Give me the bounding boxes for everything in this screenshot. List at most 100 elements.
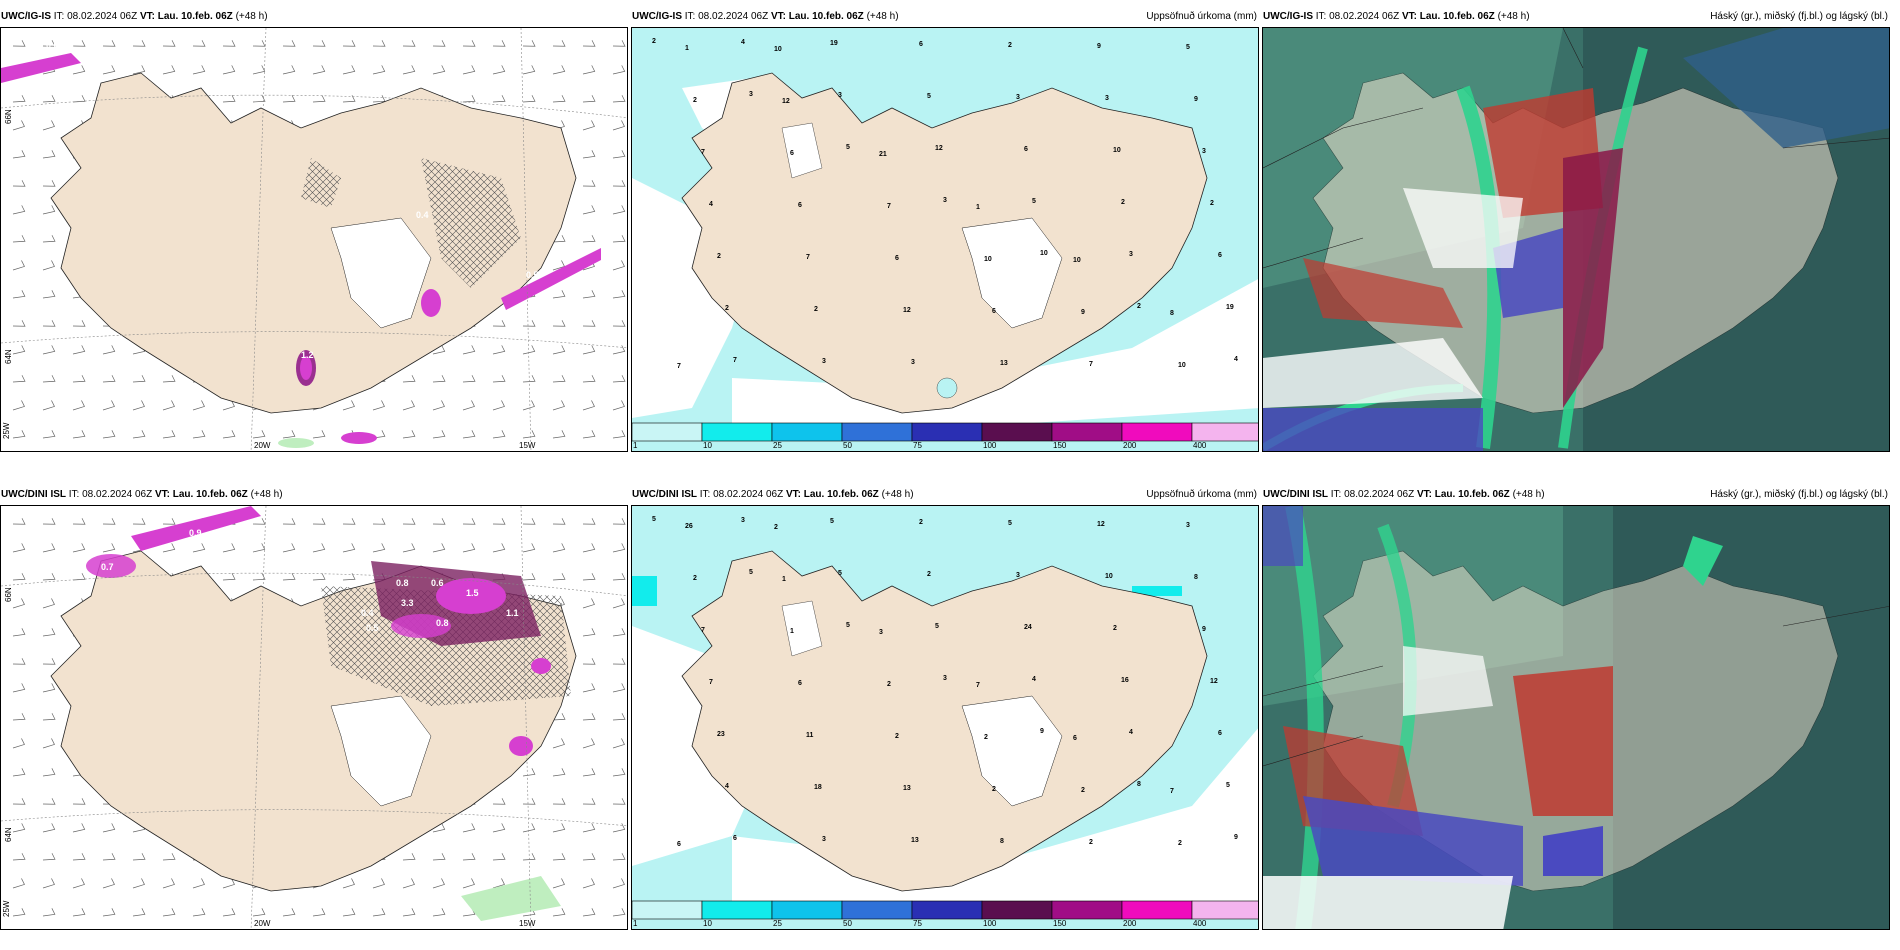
- map-cloud[interactable]: [1262, 505, 1890, 930]
- legend-swatch: [981, 422, 1053, 442]
- precip-amount-label: 6: [790, 150, 794, 157]
- wind-barb: [612, 823, 626, 833]
- wind-barb: [12, 713, 26, 721]
- wind-barb: [612, 65, 626, 75]
- wind-barb: [582, 628, 596, 637]
- wind-barb: [462, 345, 476, 355]
- wind-barb: [582, 375, 596, 383]
- precip-amount-label: 6: [733, 835, 737, 842]
- wind-barb: [42, 260, 55, 271]
- wind-barb: [402, 430, 416, 439]
- map-wind-precip[interactable]: 66N 64N 25W 20W 15W 0.6 0.8 0.4 0.7 0.5 1.2: [0, 27, 628, 452]
- precip-amount-label: 2: [1089, 839, 1093, 846]
- precip-amount-label: 4: [1032, 676, 1036, 683]
- wind-barb: [72, 40, 86, 47]
- legend-swatch: [701, 900, 773, 920]
- wind-barb: [522, 573, 536, 581]
- precip-amount-label: 3: [943, 675, 947, 682]
- wind-barb: [612, 180, 626, 187]
- wind-barb: [282, 518, 296, 525]
- precip-title: Uppsöfnuð úrkoma (mm): [1146, 11, 1257, 22]
- wind-barb: [432, 65, 446, 75]
- precip-value-label: 0.6: [431, 578, 444, 588]
- map-precip[interactable]: 2 3 5 3 10 2 4 4 3 12 5 3 19 7 19 5 6 2 6 2 3 6 3 10 2 2 2 3 2 3 3 4 7 12…: [631, 27, 1259, 452]
- wind-barb: [132, 400, 145, 411]
- precip-amount-label: 4: [725, 783, 729, 790]
- wind-barb: [582, 95, 596, 103]
- wind-barb: [72, 320, 86, 327]
- wind-barb: [12, 878, 25, 889]
- precip-amount-label: 8: [1137, 781, 1141, 788]
- wind-barb: [192, 400, 205, 411]
- precip-amount-label: 7: [806, 254, 810, 261]
- wind-barb: [102, 400, 115, 411]
- precip-value-label: 0.4: [416, 210, 429, 220]
- map-precip[interactable]: 5 5 5 3 9 8 9 3 5 5 4 4 5 6 5 2 24 16 6 4 3 2 3 2 12 23 18 13 5 10 9 7 1…: [631, 505, 1259, 930]
- precip-amount-label: 2: [1210, 200, 1214, 207]
- wind-barb: [402, 40, 416, 47]
- wind-barb: [492, 878, 505, 889]
- precip-amount-label: 3: [822, 836, 826, 843]
- precip-amount-label: 8: [1194, 574, 1198, 581]
- wind-barb: [462, 518, 476, 525]
- wind-barb: [42, 205, 56, 215]
- legend-value-label: 150: [1053, 919, 1067, 928]
- wind-barb: [42, 628, 56, 637]
- wind-barb: [222, 908, 236, 917]
- wind-barb: [222, 400, 235, 411]
- wind-barb: [312, 543, 326, 553]
- legend-swatch: [632, 900, 703, 920]
- precip-value-label: 0.8: [436, 618, 449, 628]
- precip-amount-label: 19: [1226, 304, 1234, 311]
- wind-barb: [192, 878, 205, 889]
- map-wind-precip[interactable]: 66N 64N 25W 20W 15W 0.7 0.9 0.6 0.8 3.3 1.5 0.…: [0, 505, 628, 930]
- wind-barb: [612, 543, 626, 553]
- wind-barb: [462, 400, 475, 411]
- wind-barb: [372, 908, 386, 917]
- precip-amount-label: 5: [838, 570, 842, 577]
- wind-barb: [612, 345, 626, 355]
- wind-barb: [42, 713, 56, 721]
- legend-value-label: 75: [913, 919, 922, 928]
- wind-barb: [72, 375, 86, 383]
- wind-barb: [12, 375, 26, 383]
- svg-text:15W: 15W: [519, 919, 536, 928]
- wind-barb: [582, 798, 596, 805]
- wind-barb: [222, 65, 236, 75]
- wind-barb: [492, 65, 506, 75]
- wind-barb: [432, 518, 446, 525]
- precip-amount-label: 3: [1105, 95, 1109, 102]
- wind-barb: [582, 400, 595, 411]
- wind-barb: [432, 345, 446, 355]
- precip-amount-label: 2: [717, 253, 721, 260]
- precip-amount-label: 7: [677, 363, 681, 370]
- wind-barb: [612, 628, 626, 637]
- wind-barb: [102, 345, 116, 355]
- svg-text:15W: 15W: [519, 441, 536, 450]
- panel-title: UWC/IG-IS IT: 08.02.2024 06Z VT: Lau. 10…: [632, 11, 899, 22]
- wind-barb: [312, 430, 326, 439]
- wind-barb: [402, 878, 415, 889]
- wind-barb: [582, 823, 596, 833]
- precip-amount-label: 6: [798, 202, 802, 209]
- wind-barb: [162, 65, 176, 75]
- wind-barb: [552, 290, 566, 299]
- wind-barb: [162, 878, 175, 889]
- wind-barb: [372, 430, 386, 439]
- wind-barb: [492, 823, 506, 833]
- wind-barb: [42, 345, 56, 355]
- map-cloud[interactable]: [1262, 27, 1890, 452]
- wind-barb: [582, 713, 596, 721]
- wind-barb: [462, 823, 476, 833]
- precip-amount-label: 10: [1073, 257, 1081, 264]
- precip-amount-label: 2: [1137, 303, 1141, 310]
- precip-amount-label: 9: [1097, 43, 1101, 50]
- precip-amount-label: 2: [919, 519, 923, 526]
- precip-amount-label: 9: [1234, 834, 1238, 841]
- wind-barb: [402, 518, 416, 525]
- wind-barb: [372, 878, 385, 889]
- precip-amount-label: 2: [774, 524, 778, 531]
- precip-amount-label: 2: [652, 38, 656, 45]
- precip-amount-label: 5: [935, 623, 939, 630]
- wind-barb: [372, 543, 386, 553]
